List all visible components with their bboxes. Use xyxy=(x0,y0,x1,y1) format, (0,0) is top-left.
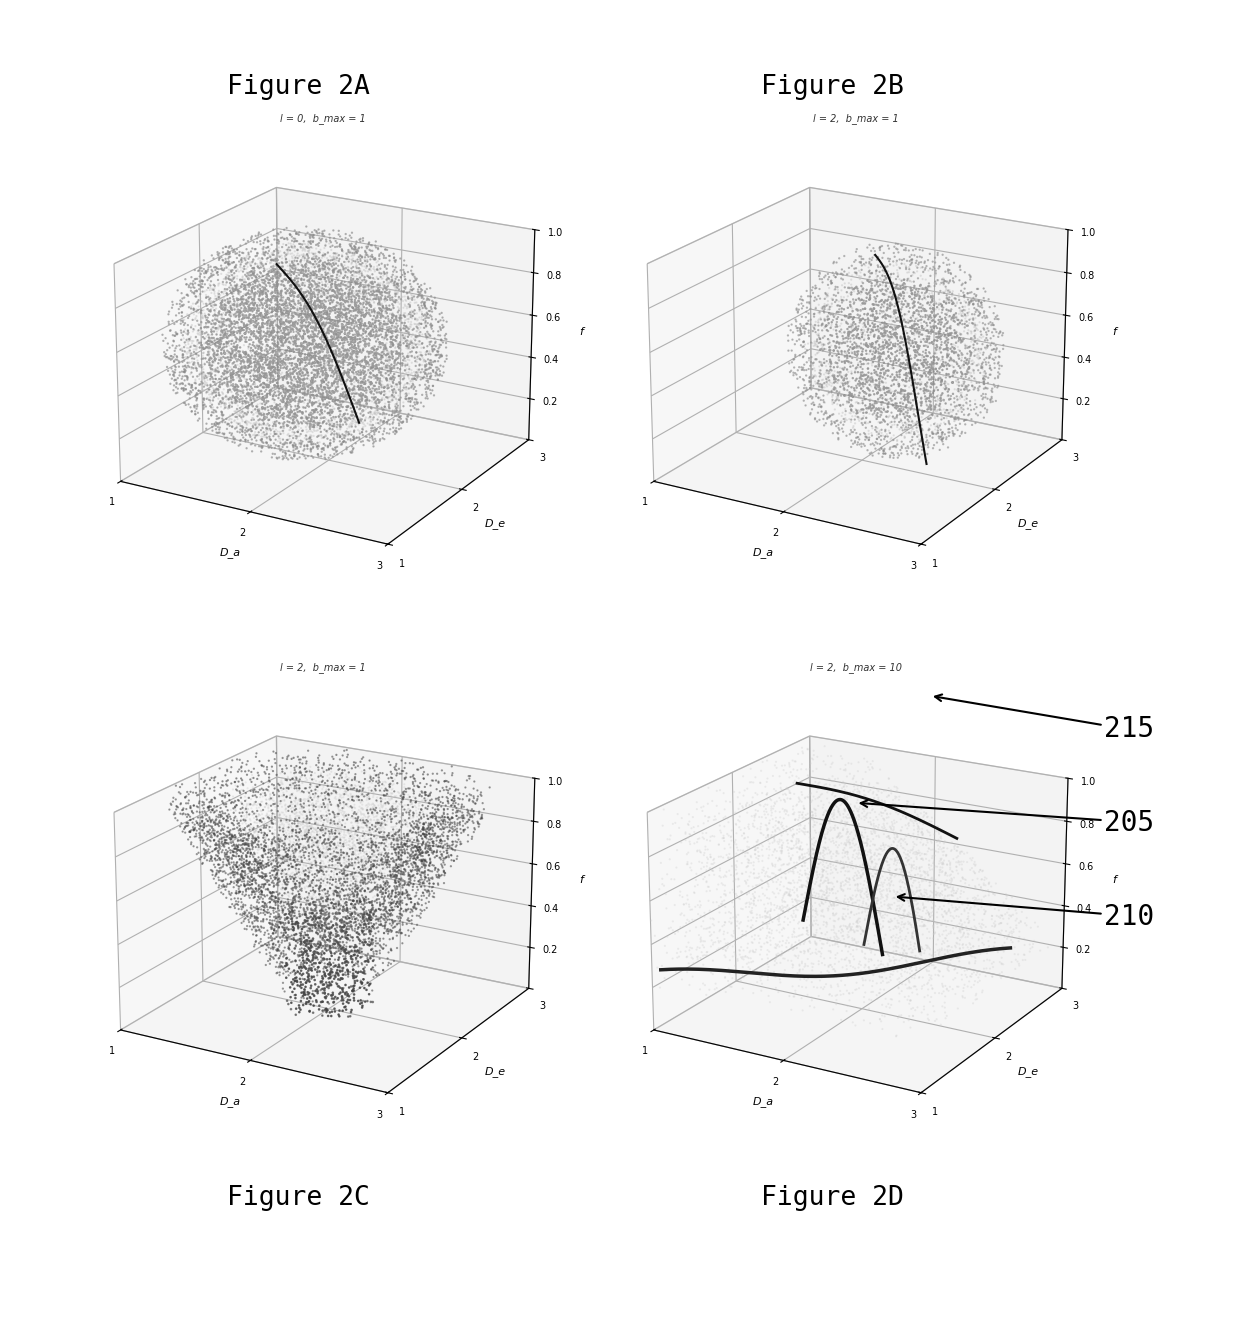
Y-axis label: D_e: D_e xyxy=(485,1066,506,1077)
Y-axis label: D_e: D_e xyxy=(1018,518,1039,529)
Title: l = 2,  b_max = 1: l = 2, b_max = 1 xyxy=(812,114,899,124)
Text: Figure 2D: Figure 2D xyxy=(760,1185,904,1211)
X-axis label: D_a: D_a xyxy=(753,1096,774,1107)
Text: 210: 210 xyxy=(1104,903,1154,930)
Text: 205: 205 xyxy=(1104,809,1154,836)
Text: 215: 215 xyxy=(1104,716,1154,743)
Y-axis label: D_e: D_e xyxy=(1018,1066,1039,1077)
Y-axis label: D_e: D_e xyxy=(485,518,506,529)
Text: Figure 2A: Figure 2A xyxy=(227,75,371,100)
Title: l = 2,  b_max = 10: l = 2, b_max = 10 xyxy=(810,662,901,673)
Text: Figure 2B: Figure 2B xyxy=(760,75,904,100)
Title: l = 2,  b_max = 1: l = 2, b_max = 1 xyxy=(279,662,366,673)
X-axis label: D_a: D_a xyxy=(219,547,241,558)
X-axis label: D_a: D_a xyxy=(219,1096,241,1107)
Text: Figure 2C: Figure 2C xyxy=(227,1185,371,1211)
Title: l = 0,  b_max = 1: l = 0, b_max = 1 xyxy=(279,114,366,124)
X-axis label: D_a: D_a xyxy=(753,547,774,558)
